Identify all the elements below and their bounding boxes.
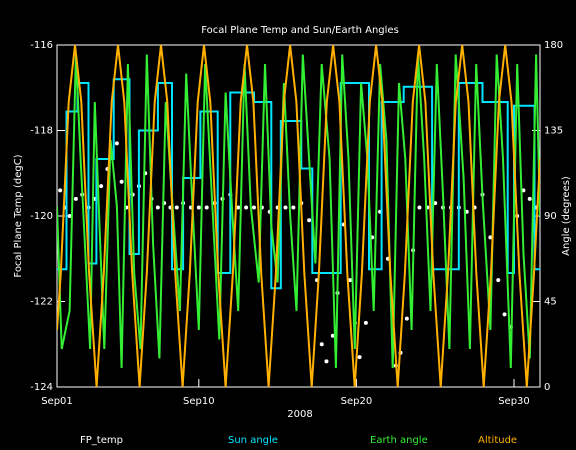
fp-temp-point xyxy=(73,196,78,201)
fp-temp-point xyxy=(291,205,296,210)
x-tick-label: Sep30 xyxy=(498,396,530,407)
y-tick-label: -124 xyxy=(30,382,53,393)
y2-tick-label: 180 xyxy=(544,40,563,51)
legend-entry: Earth angle xyxy=(370,435,428,446)
x-axis-label: 2008 xyxy=(287,409,312,420)
fp-temp-point xyxy=(363,320,368,325)
fp-temp-point xyxy=(330,333,335,338)
fp-temp-point xyxy=(307,218,312,223)
fp-temp-point xyxy=(502,312,507,317)
fp-temp-point xyxy=(236,205,241,210)
fp-temp-point xyxy=(357,355,362,360)
fp-temp-point xyxy=(99,184,104,189)
fp-temp-point xyxy=(58,188,63,193)
series-line xyxy=(57,54,540,369)
chart-title: Focal Plane Temp and Sun/Earth Angles xyxy=(201,25,399,36)
y-tick-label: -116 xyxy=(30,40,53,51)
fp-temp-point xyxy=(119,179,124,184)
legend-entry: Altitude xyxy=(478,435,517,446)
fp-temp-point xyxy=(196,205,201,210)
legend-entry: Sun angle xyxy=(228,435,278,446)
fp-temp-point xyxy=(319,342,324,347)
y2-tick-label: 90 xyxy=(544,211,557,222)
fp-temp-point xyxy=(488,235,493,240)
y2-tick-label: 135 xyxy=(544,126,563,137)
y-tick-label: -118 xyxy=(30,126,53,137)
y2-tick-label: 45 xyxy=(544,297,557,308)
y2-axis-label: Angle (degrees) xyxy=(561,176,572,256)
y2-tick-label: 0 xyxy=(544,382,550,393)
fp-temp-point xyxy=(251,205,256,210)
y-tick-label: -122 xyxy=(30,297,53,308)
fp-temp-point xyxy=(174,205,179,210)
fp-temp-point xyxy=(324,359,329,364)
fp-temp-point xyxy=(527,196,532,201)
fp-temp-point xyxy=(155,205,160,210)
series-line xyxy=(57,78,540,290)
fp-temp-point xyxy=(244,205,249,210)
fp-temp-point xyxy=(496,278,501,283)
fp-temp-point xyxy=(417,205,422,210)
fp-temp-point xyxy=(348,278,353,283)
x-tick-label: Sep10 xyxy=(183,396,215,407)
fp-temp-point xyxy=(114,141,119,146)
x-tick-label: Sep01 xyxy=(41,396,73,407)
fp-temp-point xyxy=(283,205,288,210)
fp-temp-point xyxy=(204,205,209,210)
fp-temp-point xyxy=(404,316,409,321)
series-line xyxy=(57,45,540,387)
y-tick-label: -120 xyxy=(30,211,53,222)
legend-entry: FP_temp xyxy=(80,435,123,446)
fp-temp-point xyxy=(521,188,526,193)
y-axis-label: Focal Plane Temp (degC) xyxy=(13,154,24,277)
x-tick-label: Sep20 xyxy=(341,396,373,407)
fp-temp-point xyxy=(67,214,72,218)
